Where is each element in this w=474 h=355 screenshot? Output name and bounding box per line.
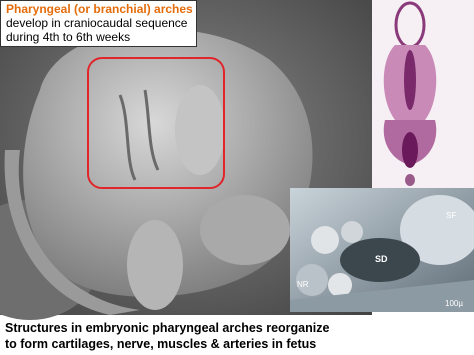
caption: Structures in embryonic pharyngeal arche… [5,321,329,335]
text-line: develop in craniocaudal sequence [6,16,188,30]
inset-label: NR [297,280,309,289]
histology-image [372,0,474,188]
highlight-box [87,57,225,189]
inset-image: SF SD NR 100µ [290,188,474,312]
text-line: during 4th to 6th weeks [6,30,130,44]
sem-image [0,0,372,320]
inset-label: SD [375,254,388,264]
title: Pharyngeal (or branchial) arches [6,2,193,16]
inset-label: SF [446,211,456,220]
title-box: Pharyngeal (or branchial) arches develop… [0,0,197,47]
inset-label: 100µ [445,299,463,308]
caption: to form cartilages, nerve, muscles & art… [5,337,316,351]
